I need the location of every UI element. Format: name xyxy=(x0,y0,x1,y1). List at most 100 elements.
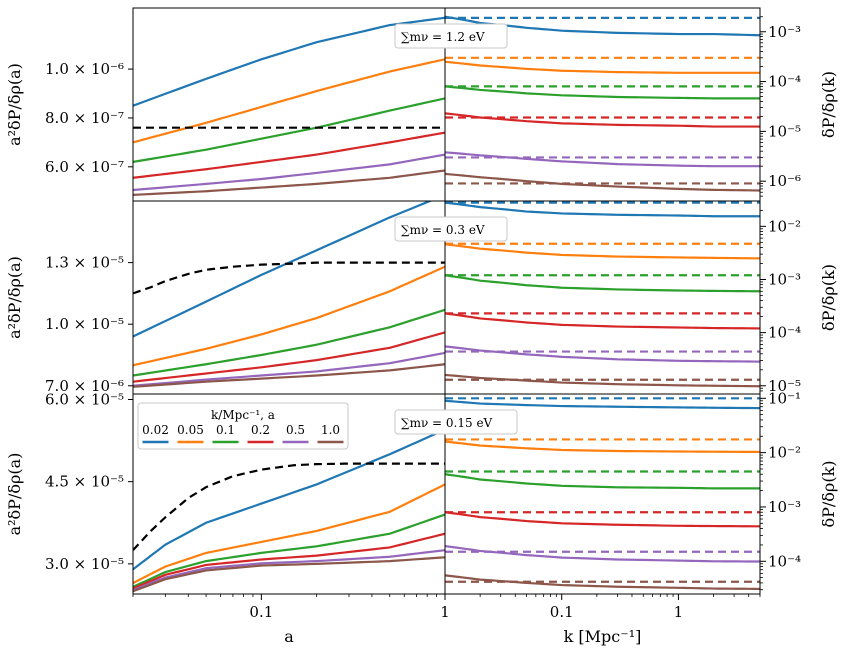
left-ytick-label: 1.0 × 10⁻⁵ xyxy=(45,315,124,333)
right-ytick-label: 10⁻³ xyxy=(768,23,801,41)
left-ytick-label: 6.0 × 10⁻⁵ xyxy=(45,390,124,408)
left-xtick-label: 0.1 xyxy=(249,603,273,621)
right-series-1.0 xyxy=(445,373,760,388)
right-series-0.1 xyxy=(445,473,760,490)
right-ytick-label: 10⁻⁴ xyxy=(768,73,801,91)
right-series-0.1 xyxy=(445,274,760,293)
annotation-box xyxy=(394,216,508,242)
right-ytick-label: 10⁻⁴ xyxy=(768,552,801,570)
left-series-0.05 xyxy=(133,483,445,585)
left-ytick-label: 4.5 × 10⁻⁵ xyxy=(45,473,124,491)
panel-row-3: 3.0 × 10⁻⁵ 4.5 × 10⁻⁵ 6.0 × 10⁻⁵ 10⁻⁴ 10⁻³ 10… xyxy=(5,389,838,595)
right-ytick-label: 10⁻¹ xyxy=(768,389,801,407)
left-series-0.2 xyxy=(133,331,445,383)
left-series-1.0 xyxy=(133,556,445,593)
right-xaxis: 0.1 1 k [Mpc⁻¹] xyxy=(444,594,761,646)
left-series-0.1 xyxy=(133,97,445,163)
left-xlabel: a xyxy=(284,627,294,646)
left-series-0.5 xyxy=(133,351,445,387)
right-ytick-label: 10⁻² xyxy=(768,444,801,462)
left-ytick-label: 7.0 × 10⁻⁶ xyxy=(45,377,124,395)
legend-label-1.0: 1.0 xyxy=(321,423,340,437)
left-reference-line xyxy=(133,261,445,295)
left-series-0.02 xyxy=(133,428,445,571)
left-ylabel: a²δP/δρ(a) xyxy=(5,453,24,536)
left-series-0.05 xyxy=(133,265,445,367)
annotation-text: ∑mν = 1.2 eV xyxy=(401,30,485,44)
right-series-0.5 xyxy=(445,545,760,563)
right-ytick-label: 10⁻³ xyxy=(768,498,801,516)
legend-label-0.05: 0.05 xyxy=(177,423,204,437)
left-reference-line xyxy=(133,462,445,551)
right-series-0.02 xyxy=(445,399,760,410)
left-ytick-label: 3.0 × 10⁻⁵ xyxy=(45,555,124,573)
right-xlabel: k [Mpc⁻¹] xyxy=(564,627,642,646)
right-series-0.05 xyxy=(445,440,760,454)
annotation-text: ∑mν = 0.3 eV xyxy=(401,223,485,237)
right-xtick-label: 1 xyxy=(674,603,684,621)
right-ytick-label: 10⁻⁵ xyxy=(768,122,801,140)
left-ytick-label: 6.0 × 10⁻⁷ xyxy=(45,158,124,176)
legend-title: k/Mpc⁻¹, a xyxy=(211,408,275,422)
left-xaxis: 0.1 1 a xyxy=(132,594,450,646)
left-panel-1 xyxy=(133,16,445,196)
right-panel-1 xyxy=(445,15,760,192)
left-panel-2 xyxy=(133,201,445,388)
left-series-0.5 xyxy=(133,549,445,592)
left-ylabel: a²δP/δρ(a) xyxy=(5,256,24,339)
legend-label-0.5: 0.5 xyxy=(286,423,305,437)
annotation-box xyxy=(394,23,508,49)
right-series-0.2 xyxy=(445,112,760,128)
annotation-text: ∑mν = 0.15 eV xyxy=(401,416,493,430)
legend-box xyxy=(137,402,349,450)
right-series-0.2 xyxy=(445,511,760,528)
right-series-0.5 xyxy=(445,345,760,363)
right-ylabel: δP/δρ(k) xyxy=(819,71,838,138)
left-series-0.2 xyxy=(133,131,445,179)
right-xtick-label: 0.1 xyxy=(550,603,574,621)
right-ylabel: δP/δρ(k) xyxy=(819,460,838,527)
left-ytick-label: 1.3 × 10⁻⁵ xyxy=(45,254,124,272)
legend-label-0.02: 0.02 xyxy=(142,423,169,437)
right-ytick-label: 10⁻⁴ xyxy=(768,324,801,342)
left-panel-3 xyxy=(133,428,445,593)
right-ytick-label: 10⁻⁶ xyxy=(768,172,801,190)
left-series-1.0 xyxy=(133,169,445,196)
left-ytick-label: 1.0 × 10⁻⁶ xyxy=(45,60,124,78)
right-series-0.1 xyxy=(445,85,760,100)
right-series-1.0 xyxy=(445,574,760,591)
right-series-0.05 xyxy=(445,60,760,74)
legend-label-0.2: 0.2 xyxy=(251,423,270,437)
right-series-0.2 xyxy=(445,312,760,330)
left-ylabel: a²δP/δρ(a) xyxy=(5,63,24,146)
right-ylabel: δP/δρ(k) xyxy=(819,264,838,331)
left-series-0.02 xyxy=(133,201,433,338)
left-xtick-label: 1 xyxy=(440,603,450,621)
left-series-0.2 xyxy=(133,532,445,590)
mass-annotation: ∑mν = 1.2 eV xyxy=(394,23,508,49)
right-panel-2 xyxy=(445,201,760,388)
right-series-0.5 xyxy=(445,151,760,168)
panel-row-1: 6.0 × 10⁻⁷ 8.0 × 10⁻⁷ 1.0 × 10⁻⁶ 10⁻⁶ 10⁻⁵ 10… xyxy=(5,7,838,202)
right-ytick-label: 10⁻⁵ xyxy=(768,377,801,395)
right-series-1.0 xyxy=(445,172,760,192)
left-series-1.0 xyxy=(133,363,445,388)
legend: k/Mpc⁻¹, a 0.02 0.05 0.1 0.2 0.5 1.0 xyxy=(137,402,349,450)
left-ytick-label: 8.0 × 10⁻⁷ xyxy=(45,109,124,127)
panel-row-2: 7.0 × 10⁻⁶ 1.0 × 10⁻⁵ 1.3 × 10⁻⁵ 10⁻⁵ 10⁻⁴ 10… xyxy=(5,200,838,395)
right-panel-3 xyxy=(445,397,760,591)
right-ytick-label: 10⁻³ xyxy=(768,270,801,288)
left-series-0.05 xyxy=(133,58,445,144)
legend-label-0.1: 0.1 xyxy=(216,423,235,437)
left-series-0.5 xyxy=(133,153,445,192)
left-series-0.1 xyxy=(133,308,445,377)
right-ytick-label: 10⁻² xyxy=(768,217,801,235)
mass-annotation: ∑mν = 0.15 eV xyxy=(394,409,518,435)
annotation-box xyxy=(394,409,518,435)
mass-annotation: ∑mν = 0.3 eV xyxy=(394,216,508,242)
right-frame xyxy=(444,393,761,595)
right-series-0.05 xyxy=(445,243,760,260)
right-series-0.02 xyxy=(445,201,760,218)
left-series-0.1 xyxy=(133,513,445,588)
